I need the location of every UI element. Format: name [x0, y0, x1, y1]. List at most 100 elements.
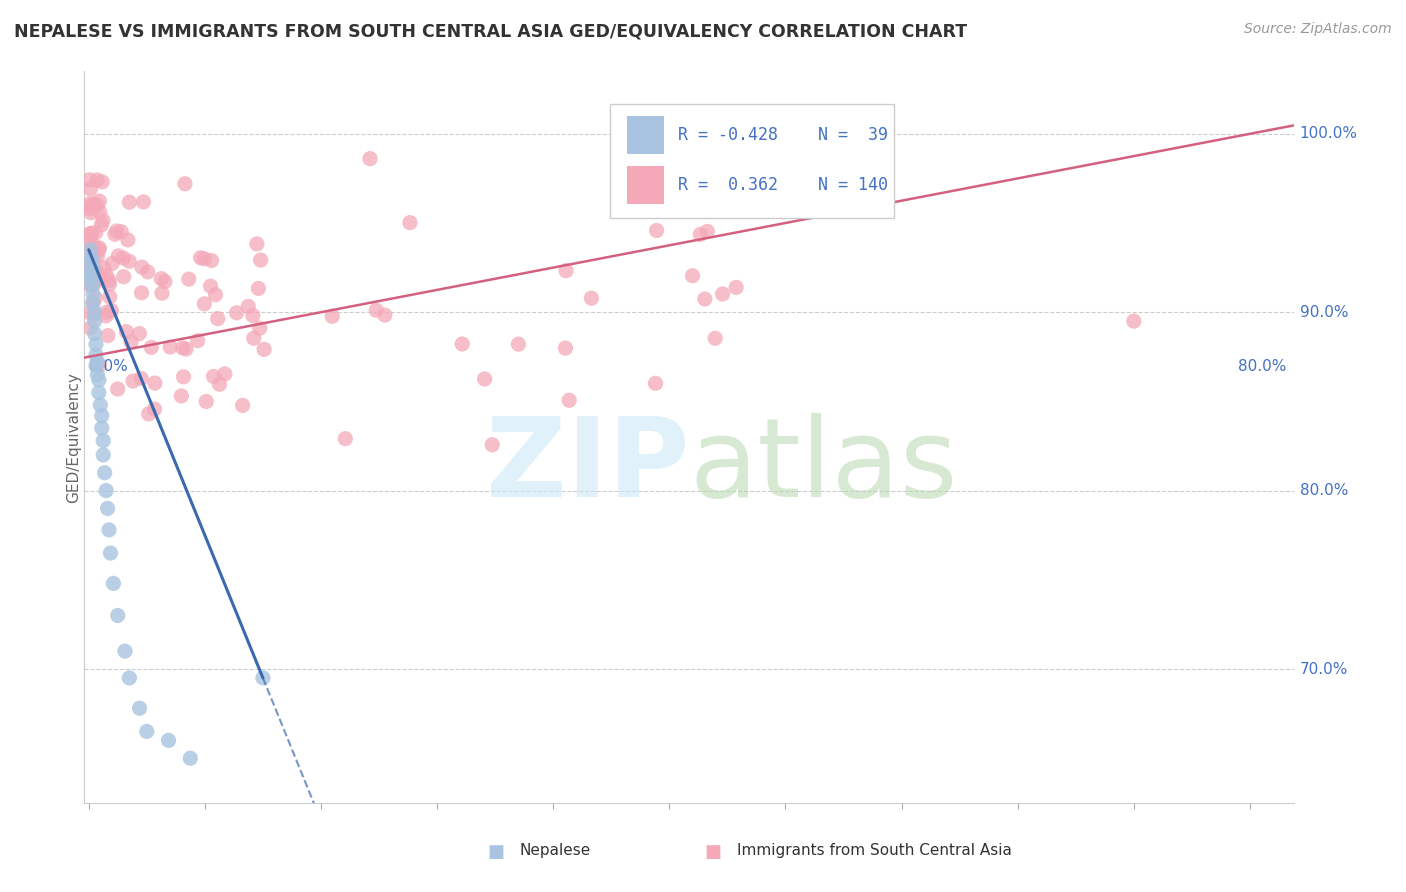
Point: [114, 644, 136, 658]
Point: [141, 340, 163, 354]
Point: [689, 227, 711, 242]
Point: [693, 292, 716, 306]
Bar: [627, 167, 664, 204]
Point: [170, 389, 193, 403]
Point: [359, 152, 381, 166]
Point: [91, 448, 114, 462]
Bar: [627, 116, 664, 154]
Point: [83, 305, 105, 319]
Point: [79, 173, 101, 187]
Point: [174, 177, 197, 191]
Point: [79, 306, 101, 320]
Point: [115, 325, 138, 339]
Point: [252, 671, 274, 685]
Point: [232, 398, 254, 412]
Point: [86, 173, 108, 187]
Point: [451, 337, 474, 351]
Point: [193, 252, 215, 266]
Point: [89, 358, 111, 372]
Point: [96, 268, 118, 283]
Point: [118, 671, 141, 685]
Point: [79, 202, 101, 216]
Point: [79, 278, 101, 293]
Point: [89, 271, 111, 285]
Point: [101, 256, 124, 270]
Point: [214, 367, 236, 381]
Point: [474, 372, 496, 386]
Text: atlas: atlas: [689, 413, 957, 520]
Point: [103, 576, 125, 591]
Point: [107, 249, 129, 263]
Point: [87, 273, 110, 287]
Point: [366, 303, 388, 318]
Point: [79, 239, 101, 253]
Text: 80.0%: 80.0%: [1237, 359, 1286, 374]
Point: [374, 308, 396, 322]
Point: [93, 261, 115, 276]
Point: [249, 321, 271, 335]
FancyBboxPatch shape: [610, 104, 894, 218]
Point: [82, 266, 104, 280]
Point: [79, 182, 101, 196]
Point: [190, 251, 212, 265]
Point: [98, 277, 121, 292]
Text: Source: ZipAtlas.com: Source: ZipAtlas.com: [1244, 22, 1392, 37]
Point: [173, 369, 195, 384]
Point: [247, 281, 270, 295]
Point: [682, 268, 704, 283]
Point: [98, 523, 121, 537]
Point: [83, 314, 105, 328]
Point: [91, 434, 114, 448]
Point: [132, 194, 155, 209]
Point: [82, 263, 104, 277]
Point: [136, 265, 159, 279]
Point: [711, 287, 734, 301]
Text: 0.0%: 0.0%: [89, 359, 128, 374]
Point: [117, 233, 139, 247]
Point: [195, 394, 218, 409]
Point: [79, 227, 101, 241]
Point: [120, 334, 142, 349]
Point: [172, 341, 194, 355]
Point: [82, 245, 104, 260]
Point: [242, 309, 264, 323]
Point: [80, 269, 103, 284]
Point: [79, 258, 101, 272]
Point: [112, 269, 135, 284]
Point: [100, 303, 122, 318]
Point: [80, 227, 103, 241]
Point: [80, 252, 103, 266]
Point: [555, 263, 578, 277]
Point: [90, 218, 112, 232]
Point: [177, 272, 200, 286]
Point: [225, 306, 247, 320]
Point: [97, 501, 120, 516]
Point: [200, 279, 222, 293]
Point: [80, 261, 103, 276]
Text: ■: ■: [704, 843, 721, 861]
Point: [174, 342, 197, 356]
Point: [84, 291, 107, 305]
Point: [94, 309, 117, 323]
Point: [91, 213, 114, 227]
Point: [87, 385, 110, 400]
Point: [84, 226, 107, 240]
Text: Immigrants from South Central Asia: Immigrants from South Central Asia: [737, 843, 1012, 858]
Point: [207, 311, 229, 326]
Point: [243, 331, 266, 345]
Point: [89, 241, 111, 255]
Point: [157, 733, 180, 747]
Point: [83, 326, 105, 341]
Point: [82, 296, 104, 310]
Point: [508, 337, 530, 351]
Point: [86, 264, 108, 278]
Point: [128, 326, 150, 341]
Point: [84, 265, 107, 279]
Point: [84, 337, 107, 351]
Point: [79, 255, 101, 269]
Point: [90, 409, 112, 423]
Point: [97, 328, 120, 343]
Point: [153, 275, 176, 289]
Point: [80, 257, 103, 271]
Y-axis label: GED/Equivalency: GED/Equivalency: [66, 372, 80, 502]
